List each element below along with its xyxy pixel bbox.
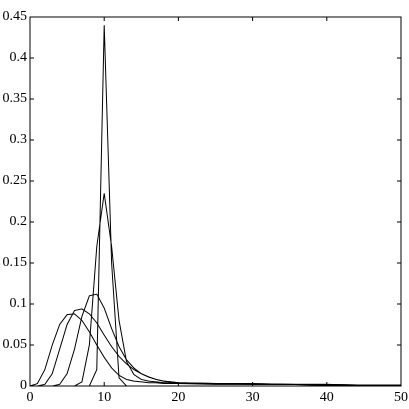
x-tick-label: 40 — [320, 390, 334, 405]
line — [30, 25, 401, 387]
x-tick-label: 0 — [27, 390, 34, 405]
x-tick-label: 10 — [97, 390, 111, 405]
line — [30, 293, 401, 387]
y-tick-label: 0.1 — [10, 296, 28, 311]
x-tick-label: 20 — [171, 390, 185, 405]
y-tick-label: 0.35 — [3, 91, 28, 106]
x-tick-label: 30 — [246, 390, 260, 405]
y-tick-label: 0.4 — [10, 50, 28, 65]
line — [30, 193, 401, 387]
y-tick-label: 0.45 — [3, 9, 28, 24]
y-tick-label: 0.15 — [3, 255, 28, 270]
y-tick-label: 0.2 — [10, 214, 28, 229]
y-tick-label: 0.25 — [3, 173, 28, 188]
plot-frame — [29, 16, 402, 387]
line — [30, 308, 401, 387]
y-tick-label: 0 — [20, 378, 27, 393]
line — [29, 313, 401, 387]
y-tick-label: 0.3 — [10, 132, 28, 147]
y-tick-label: 0.05 — [3, 337, 28, 352]
x-tick-label: 50 — [394, 390, 408, 405]
